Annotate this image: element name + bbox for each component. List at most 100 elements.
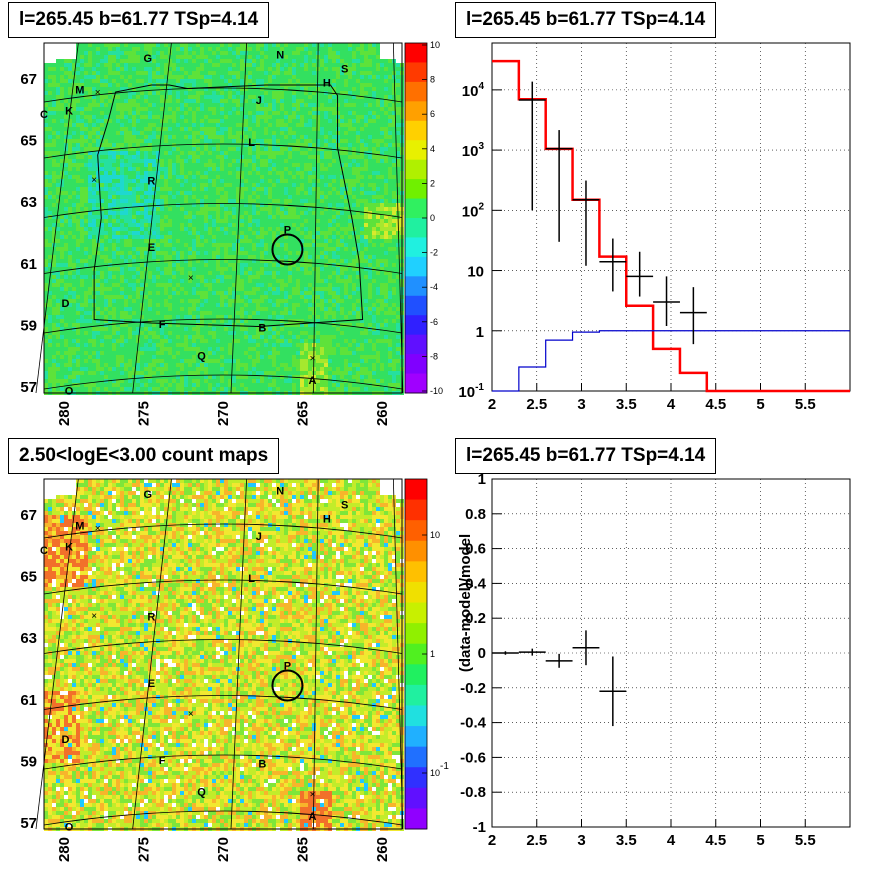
heatmap-cell (212, 167, 216, 171)
heatmap-cell (308, 223, 312, 227)
heatmap-cell (288, 139, 292, 143)
heatmap-cell (140, 107, 144, 111)
heatmap-cell (256, 223, 260, 227)
heatmap-cell (284, 59, 288, 63)
heatmap-cell (72, 171, 76, 175)
heatmap-cell (352, 247, 356, 251)
heatmap-cell (172, 47, 176, 51)
heatmap-cell (348, 47, 352, 51)
heatmap-cell (152, 47, 156, 51)
heatmap-cell (276, 43, 280, 47)
heatmap-cell (196, 183, 200, 187)
heatmap-cell (92, 67, 96, 71)
heatmap-cell (200, 87, 204, 91)
heatmap-cell (84, 167, 88, 171)
heatmap-cell (296, 131, 300, 135)
heatmap-cell (236, 207, 240, 211)
heatmap-cell (308, 67, 312, 71)
heatmap-cell (228, 103, 232, 107)
heatmap-cell (208, 51, 212, 55)
heatmap-cell (240, 203, 244, 207)
heatmap-cell (232, 63, 236, 67)
heatmap-cell (84, 223, 88, 227)
heatmap-cell (384, 211, 388, 215)
heatmap-cell (260, 247, 264, 251)
heatmap-cell (352, 163, 356, 167)
heatmap-cell (156, 147, 160, 151)
heatmap-cell (260, 131, 264, 135)
heatmap-cell (140, 143, 144, 147)
heatmap-cell (220, 179, 224, 183)
heatmap-cell (384, 115, 388, 119)
heatmap-cell (232, 83, 236, 87)
heatmap-cell (384, 91, 388, 95)
heatmap-cell (320, 231, 324, 235)
heatmap-cell (324, 155, 328, 159)
heatmap-cell (92, 247, 96, 251)
heatmap-cell (204, 219, 208, 223)
heatmap-cell (284, 131, 288, 135)
heatmap-cell (372, 43, 376, 47)
heatmap-cell (232, 79, 236, 83)
heatmap-cell (172, 55, 176, 59)
heatmap-cell (68, 167, 72, 171)
heatmap-cell (100, 259, 104, 263)
heatmap-cell (124, 167, 128, 171)
heatmap-cell (200, 207, 204, 211)
heatmap-cell (224, 219, 228, 223)
heatmap-cell (128, 191, 132, 195)
heatmap-cell (132, 79, 136, 83)
heatmap-cell (316, 231, 320, 235)
heatmap-cell (304, 131, 308, 135)
heatmap-cell (232, 75, 236, 79)
heatmap-cell (232, 171, 236, 175)
heatmap-cell (152, 167, 156, 171)
heatmap-cell (328, 51, 332, 55)
heatmap-cell (200, 227, 204, 231)
heatmap-cell (284, 151, 288, 155)
heatmap-cell (204, 179, 208, 183)
heatmap-cell (192, 215, 196, 219)
heatmap-cell (156, 47, 160, 51)
heatmap-cell (92, 123, 96, 127)
heatmap-cell (304, 227, 308, 231)
heatmap-cell (236, 127, 240, 131)
heatmap-cell (256, 135, 260, 139)
heatmap-cell (116, 203, 120, 207)
heatmap-cell (124, 111, 128, 115)
heatmap-cell (384, 163, 388, 167)
heatmap-cell (216, 43, 220, 47)
heatmap-cell (80, 83, 84, 87)
heatmap-cell (244, 79, 248, 83)
heatmap-cell (288, 159, 292, 163)
heatmap-cell (92, 131, 96, 135)
heatmap-cell (136, 167, 140, 171)
heatmap-cell (104, 47, 108, 51)
heatmap-cell (112, 155, 116, 159)
heatmap-cell (292, 63, 296, 67)
heatmap-cell (196, 55, 200, 59)
heatmap-cell (376, 79, 380, 83)
heatmap-cell (292, 147, 296, 151)
heatmap-cell (48, 123, 52, 127)
heatmap-cell (56, 79, 60, 83)
heatmap-cell (92, 251, 96, 255)
heatmap-cell (352, 223, 356, 227)
heatmap-cell (360, 135, 364, 139)
heatmap-cell (376, 203, 380, 207)
heatmap-cell (228, 119, 232, 123)
heatmap-cell (136, 51, 140, 55)
heatmap-cell (292, 227, 296, 231)
heatmap-cell (320, 63, 324, 67)
heatmap-cell (84, 83, 88, 87)
heatmap-cell (104, 235, 108, 239)
heatmap-cell (128, 119, 132, 123)
heatmap-cell (216, 167, 220, 171)
heatmap-cell (356, 243, 360, 247)
heatmap-cell (116, 111, 120, 115)
heatmap-cell (376, 195, 380, 199)
heatmap-cell (212, 91, 216, 95)
heatmap-cell (376, 51, 380, 55)
heatmap-cell (176, 195, 180, 199)
heatmap-cell (280, 151, 284, 155)
